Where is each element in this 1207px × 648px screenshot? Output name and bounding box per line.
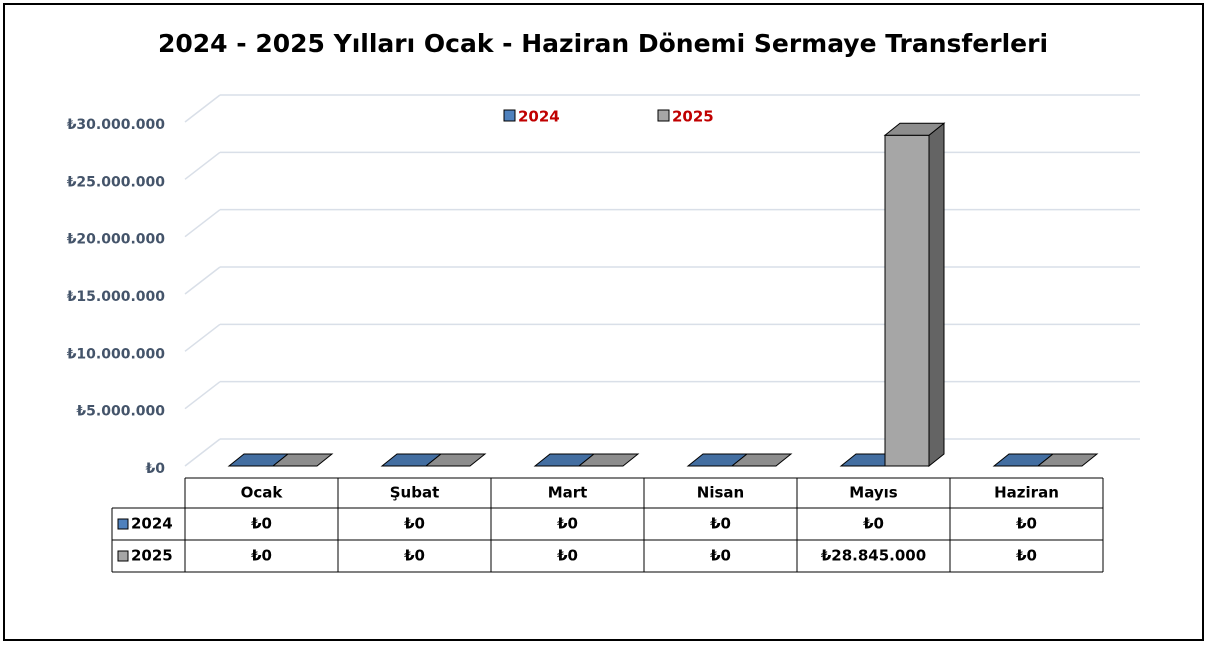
frame <box>3 3 1204 641</box>
bar <box>271 453 334 467</box>
table-value: ₺0 <box>251 515 272 533</box>
x-tick-label: Nisan <box>697 484 744 502</box>
legend-key <box>503 109 516 122</box>
legend-label: 2025 <box>672 108 714 126</box>
table-value: ₺0 <box>710 547 731 565</box>
legend-key <box>117 518 129 530</box>
y-tick-label: ₺0 <box>146 461 166 477</box>
grid-line <box>184 94 221 123</box>
grid-line <box>184 151 221 180</box>
legend-label: 2024 <box>518 108 560 126</box>
y-tick-label: ₺5.000.000 <box>76 404 165 420</box>
table-value: ₺0 <box>1016 547 1037 565</box>
bar <box>883 122 946 468</box>
grid-line <box>184 438 221 467</box>
bar <box>424 453 487 467</box>
bar <box>1036 453 1099 467</box>
x-tick-label: Ocak <box>241 484 284 502</box>
table-value: ₺0 <box>251 547 272 565</box>
y-tick-label: ₺30.000.000 <box>67 117 166 133</box>
bar <box>730 453 793 467</box>
legend-key <box>117 550 129 562</box>
grid-line <box>184 323 221 352</box>
row-header: 2025 <box>131 547 173 565</box>
y-tick-label: ₺25.000.000 <box>67 174 166 190</box>
y-tick-label: ₺20.000.000 <box>67 232 166 248</box>
y-tick-label: ₺10.000.000 <box>67 346 166 362</box>
grid-line <box>184 381 221 410</box>
table-value: ₺0 <box>404 547 425 565</box>
table-value: ₺0 <box>557 547 578 565</box>
grid-line <box>184 209 221 238</box>
table-value: ₺0 <box>863 515 884 533</box>
bar <box>577 453 640 467</box>
grid-line <box>184 266 221 295</box>
legend-key <box>657 109 670 122</box>
x-tick-label: Mayıs <box>849 484 898 502</box>
chart-title: 2024 - 2025 Yılları Ocak - Haziran Dönem… <box>158 29 1048 58</box>
x-tick-label: Mart <box>548 484 588 502</box>
row-header: 2024 <box>131 515 173 533</box>
x-tick-label: Haziran <box>994 484 1059 502</box>
table-value: ₺0 <box>557 515 578 533</box>
table-value: ₺0 <box>1016 515 1037 533</box>
x-tick-label: Şubat <box>390 484 440 502</box>
table-value: ₺0 <box>404 515 425 533</box>
y-tick-label: ₺15.000.000 <box>67 289 166 305</box>
table-value: ₺0 <box>710 515 731 533</box>
table-value: ₺28.845.000 <box>821 547 926 565</box>
